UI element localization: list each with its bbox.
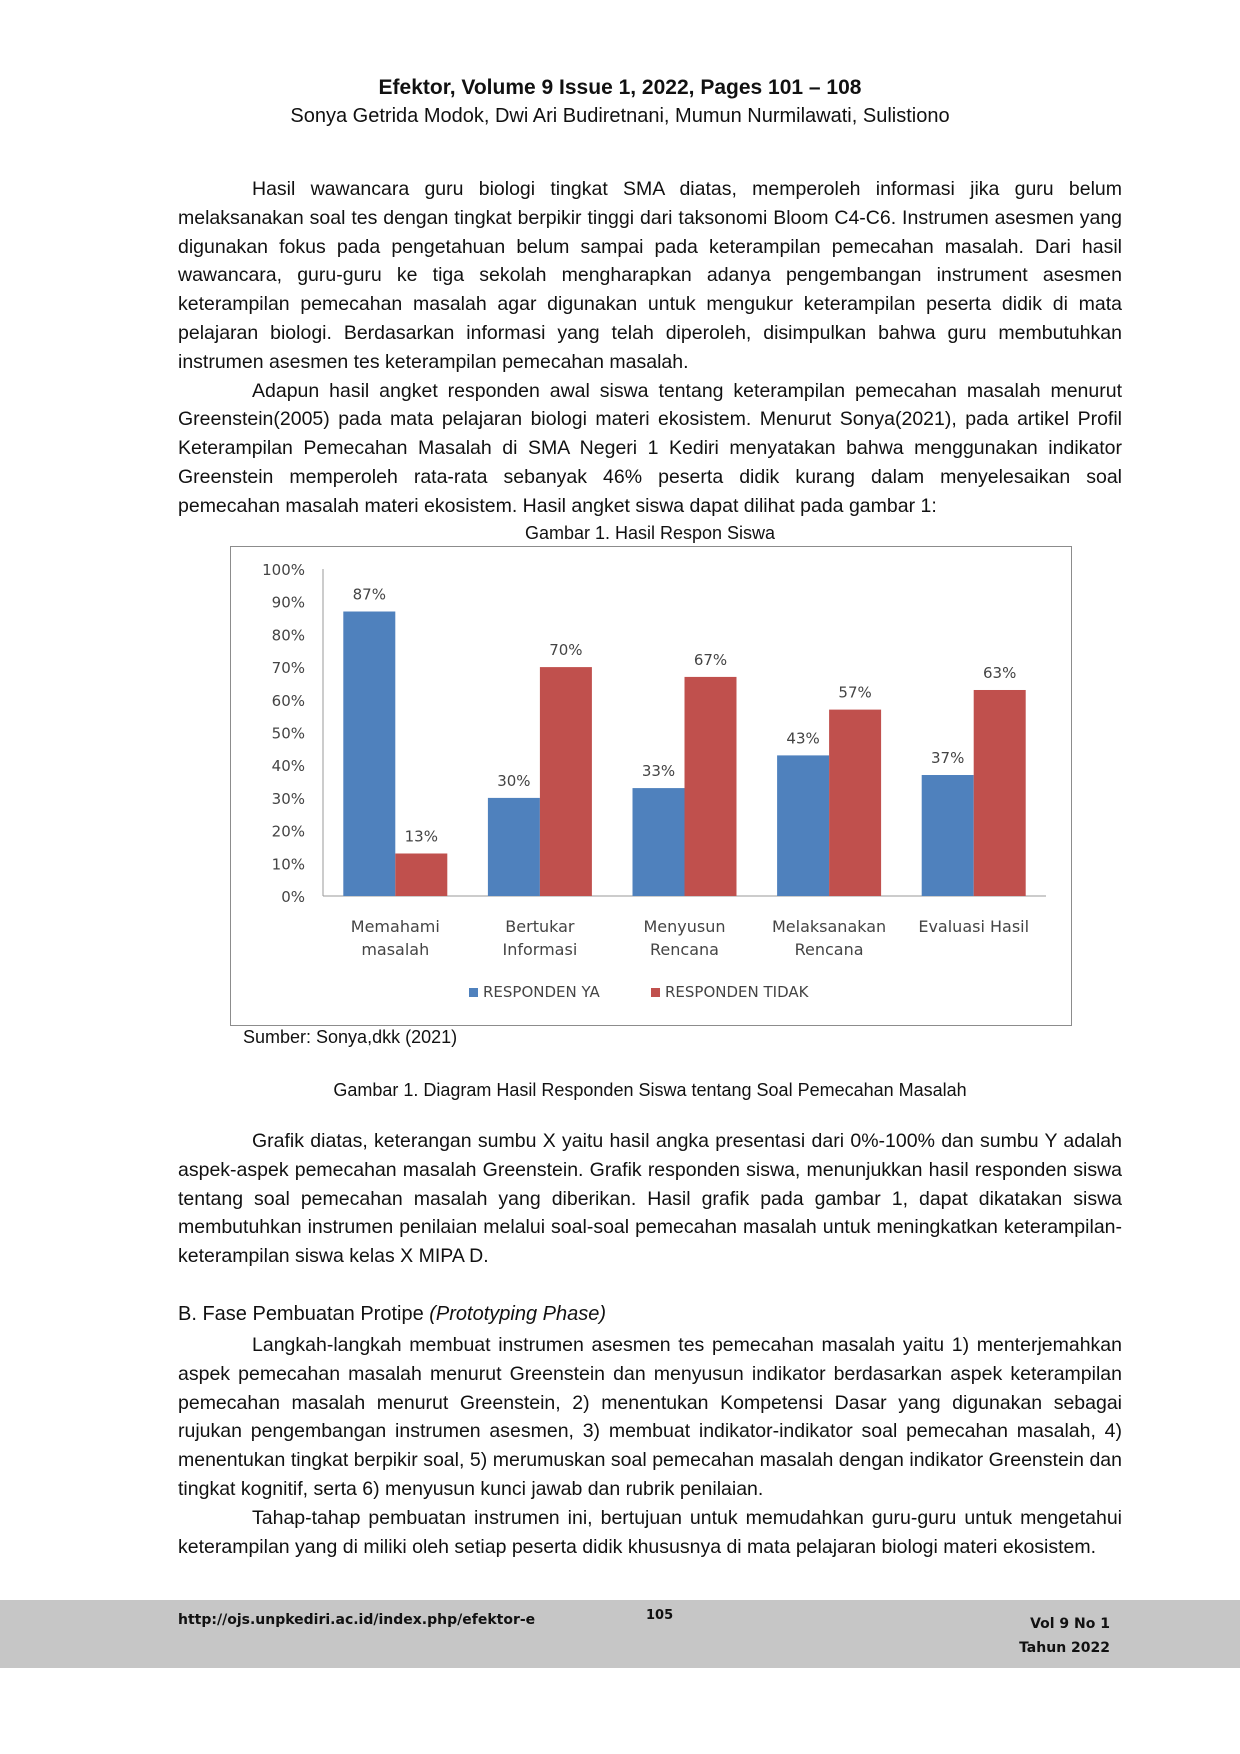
- page-header: Efektor, Volume 9 Issue 1, 2022, Pages 1…: [0, 74, 1240, 130]
- journal-title: Efektor, Volume 9 Issue 1, 2022, Pages 1…: [378, 76, 862, 99]
- y-tick-label: 100%: [262, 561, 305, 579]
- bar-ya: [343, 611, 396, 896]
- category-label: masalah: [361, 940, 429, 959]
- section-label: B. Fase Pembuatan Protipe: [178, 1303, 424, 1325]
- bar-ya: [777, 755, 830, 896]
- data-label: 87%: [353, 586, 386, 604]
- paragraph: Adapun hasil angket responden awal siswa…: [178, 379, 1122, 517]
- method-text: Langkah-langkah membuat instrumen asesme…: [178, 1331, 1122, 1561]
- y-tick-label: 60%: [272, 692, 305, 710]
- data-label: 57%: [838, 684, 871, 702]
- data-label: 37%: [931, 749, 964, 767]
- bar-tidak: [684, 676, 737, 896]
- figure-caption: Gambar 1. Diagram Hasil Responden Siswa …: [333, 1080, 967, 1100]
- y-tick-label: 80%: [272, 626, 305, 644]
- data-label: 13%: [405, 827, 438, 845]
- paragraph: Grafik diatas, keterangan sumbu X yaitu …: [178, 1130, 1122, 1268]
- bar-chart-svg: 0% 10% 20% 30% 40% 50% 60% 70% 80% 90% 100% 87% 30% 3…: [262, 561, 1046, 1001]
- section-label-italic: (Prototyping Phase): [429, 1303, 607, 1325]
- author-list: Sonya Getrida Modok, Dwi Ari Budiretnani…: [290, 105, 950, 127]
- bar-tidak: [539, 667, 592, 896]
- paragraph: Langkah-langkah membuat instrumen asesme…: [178, 1334, 1122, 1500]
- page-number: 105: [646, 1608, 674, 1623]
- category-label: Rencana: [650, 940, 719, 959]
- data-label: 33%: [642, 762, 675, 780]
- category-label: Rencana: [795, 940, 864, 959]
- y-tick-label: 70%: [272, 659, 305, 677]
- bar-ya: [921, 775, 974, 896]
- paragraph: Hasil wawancara guru biologi tingkat SMA…: [178, 178, 1122, 373]
- y-tick-label: 0%: [281, 888, 305, 906]
- y-tick-label: 40%: [272, 757, 305, 775]
- data-label: 67%: [694, 651, 727, 669]
- category-label: Evaluasi Hasil: [918, 917, 1029, 936]
- journal-url: http://ojs.unpkediri.ac.id/index.php/efe…: [178, 1612, 536, 1628]
- section-heading: B. Fase Pembuatan Protipe (Prototyping P…: [178, 1303, 606, 1326]
- category-label: Melaksanakan: [772, 917, 886, 936]
- data-label: 43%: [786, 729, 819, 747]
- paragraph: Tahap-tahap pembuatan instrumen ini, ber…: [178, 1506, 1122, 1558]
- legend-swatch: [469, 988, 478, 997]
- y-tick-label: 90%: [272, 594, 305, 612]
- intro-text: Hasil wawancara guru biologi tingkat SMA…: [178, 175, 1122, 521]
- bar-tidak: [395, 853, 448, 896]
- category-label: Menyusun: [643, 917, 725, 936]
- bar-chart: 0% 10% 20% 30% 40% 50% 60% 70% 80% 90% 100% 87% 30% 3…: [230, 546, 1072, 1026]
- data-label: 63%: [983, 664, 1016, 682]
- category-label: Informasi: [503, 940, 578, 959]
- page-footer: http://ojs.unpkediri.ac.id/index.php/efe…: [0, 1600, 1240, 1668]
- y-tick-label: 30%: [272, 790, 305, 808]
- legend-swatch: [651, 988, 660, 997]
- data-label: 70%: [549, 641, 582, 659]
- bar-tidak: [829, 709, 882, 896]
- bar-ya: [632, 788, 685, 896]
- volume-label: Vol 9 No 1: [1030, 1616, 1110, 1632]
- legend-label: RESPONDEN TIDAK: [665, 983, 810, 1001]
- category-label: Bertukar: [505, 917, 575, 936]
- volume-info: Vol 9 No 1 Tahun 2022: [1019, 1612, 1110, 1660]
- data-label: 30%: [497, 772, 530, 790]
- bar-ya: [487, 797, 540, 896]
- y-tick-label: 20%: [272, 823, 305, 841]
- bar-tidak: [973, 689, 1026, 896]
- discussion-text: Grafik diatas, keterangan sumbu X yaitu …: [178, 1127, 1122, 1271]
- figure-title: Gambar 1. Hasil Respon Siswa: [524, 523, 776, 543]
- legend-label: RESPONDEN YA: [483, 983, 601, 1001]
- y-tick-label: 50%: [272, 725, 305, 743]
- figure-source: Sumber: Sonya,dkk (2021): [243, 1027, 458, 1047]
- year-label: Tahun 2022: [1019, 1640, 1110, 1656]
- y-tick-label: 10%: [272, 855, 305, 873]
- category-label: Memahami: [351, 917, 440, 936]
